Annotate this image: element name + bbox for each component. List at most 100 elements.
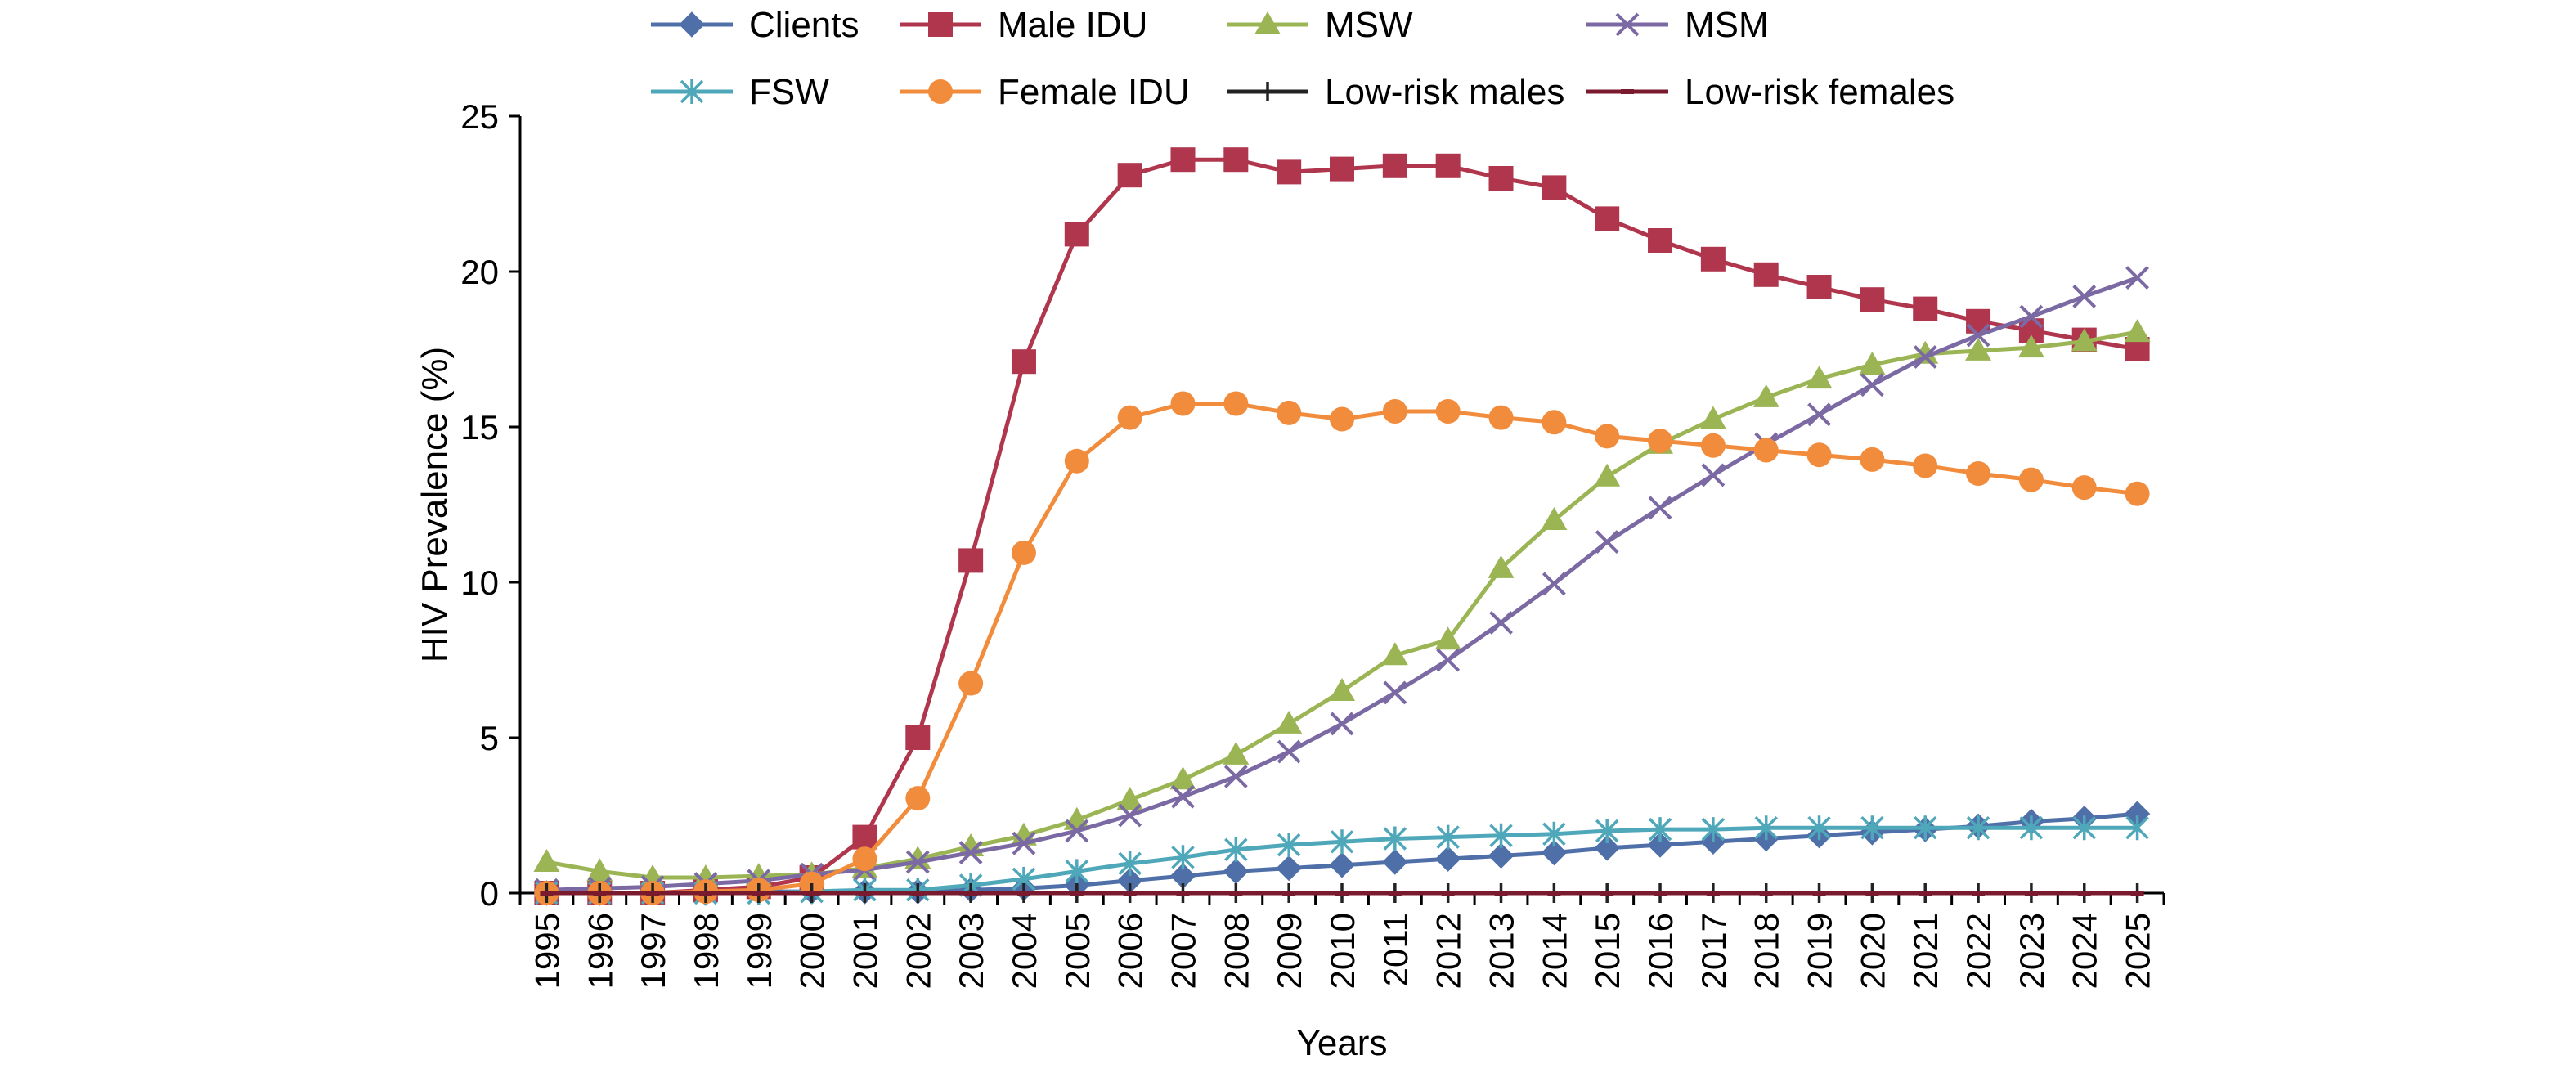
msm-point xyxy=(905,850,930,874)
series-low-risk-females xyxy=(540,891,2144,896)
y-tick-label: 20 xyxy=(460,253,499,291)
msw-point xyxy=(586,858,613,882)
clients-point xyxy=(1329,852,1355,878)
msm-point xyxy=(1595,530,1619,554)
low-risk-females-point xyxy=(1600,891,1614,896)
msw-point xyxy=(533,849,560,872)
x-tick-label: 2015 xyxy=(1588,913,1627,989)
low-risk-females-point xyxy=(1654,891,1667,896)
x-tick-label: 2013 xyxy=(1483,913,1521,989)
msw-point xyxy=(1965,337,1992,361)
low-risk-females-point xyxy=(911,891,925,896)
msw-point xyxy=(1010,822,1037,846)
male-idu-point xyxy=(1966,308,1991,334)
low-risk-females-point xyxy=(964,891,978,896)
low-risk-females-point xyxy=(1919,891,1932,896)
x-axis-title: Years xyxy=(1297,1023,1388,1063)
low-risk-females-point xyxy=(1441,891,1455,896)
fsw-point xyxy=(1171,845,1195,870)
clients-point xyxy=(1488,842,1515,869)
legend-item-female-idu: Female IDU xyxy=(900,72,1190,112)
male-idu-point xyxy=(1223,147,1249,173)
x-tick-label: 2005 xyxy=(1058,913,1097,989)
msw-point xyxy=(1276,710,1303,734)
msw-point xyxy=(1116,787,1143,810)
female-idu-point xyxy=(1117,405,1142,430)
male-idu-point xyxy=(958,548,984,573)
msm-point xyxy=(1118,803,1142,828)
legend: Clients Male IDU MSW MSM FSW Female IDU Low-ri… xyxy=(651,5,1954,112)
legend-item-low-risk-females: Low-risk females xyxy=(1586,72,1954,112)
msw-point xyxy=(2017,334,2044,358)
female-idu-point xyxy=(1913,453,1938,478)
female-idu-point xyxy=(1648,429,1673,454)
x-tick-label: 2003 xyxy=(952,913,990,989)
fsw-point xyxy=(1065,859,1089,884)
male-idu-point xyxy=(1595,206,1620,231)
female-idu-point xyxy=(2071,475,2097,501)
x-tick-label: 2011 xyxy=(1376,913,1415,986)
female-idu-point xyxy=(1170,391,1196,416)
female-idu-point xyxy=(2125,481,2150,506)
low-risk-females-point xyxy=(1547,891,1561,896)
msw-point xyxy=(1488,554,1515,578)
female-idu-point xyxy=(852,846,877,872)
msm-point xyxy=(1489,610,1513,635)
x-tick-label: 2007 xyxy=(1164,913,1202,989)
x-tick-label: 2009 xyxy=(1270,913,1308,989)
x-tick-label: 2002 xyxy=(899,913,937,989)
x-tick-label: 2023 xyxy=(2013,913,2051,989)
fsw-point xyxy=(1383,826,1407,851)
male-idu-point xyxy=(1330,156,1354,182)
female-idu-point xyxy=(1806,442,1832,468)
female-idu-line xyxy=(546,402,2138,896)
legend-low-risk-females-point xyxy=(1621,89,1634,94)
legend-item-male-idu: Male IDU xyxy=(900,5,1147,45)
legend-item-fsw: FSW xyxy=(651,72,829,112)
low-risk-females-point xyxy=(1229,891,1243,896)
x-tick-label: 1995 xyxy=(527,913,566,989)
low-risk-females-point xyxy=(2130,891,2144,896)
male-idu-point xyxy=(1913,296,1938,321)
male-idu-line xyxy=(546,157,2138,896)
female-idu-point xyxy=(1330,406,1354,432)
msm-point xyxy=(958,841,983,865)
low-risk-females-point xyxy=(1070,891,1084,896)
fsw-point xyxy=(1118,851,1142,876)
fsw-point xyxy=(1436,824,1460,850)
low-risk-females-point xyxy=(1282,891,1296,896)
x-tick-label: 2019 xyxy=(1801,913,1839,989)
legend-label: Male IDU xyxy=(998,5,1147,45)
msm-point xyxy=(1648,496,1672,520)
x-tick-label: 1997 xyxy=(634,913,672,989)
x-tick-label: 2024 xyxy=(2066,913,2104,989)
x-tick-label: 2000 xyxy=(793,913,832,989)
x-tick-label: 2006 xyxy=(1111,913,1150,989)
clients-point xyxy=(1647,832,1673,858)
fsw-point xyxy=(1701,817,1726,842)
x-tick-label: 2014 xyxy=(1535,913,1573,989)
msm-point xyxy=(1383,680,1407,705)
x-tick-label: 2020 xyxy=(1853,913,1892,989)
fsw-point xyxy=(1807,815,1831,841)
low-risk-females-point xyxy=(1176,891,1190,896)
msm-point xyxy=(1701,463,1726,487)
x-tick-label: 2017 xyxy=(1694,913,1733,989)
male-idu-point xyxy=(1277,159,1302,185)
msw-point xyxy=(2124,319,2151,343)
x-tick-label: 1998 xyxy=(687,913,725,989)
female-idu-point xyxy=(1277,400,1302,425)
msm-point xyxy=(2125,266,2149,290)
x-tick-label: 2004 xyxy=(1005,913,1043,989)
x-tick-label: 2001 xyxy=(846,913,884,989)
msw-point xyxy=(1594,463,1621,487)
msw-point xyxy=(1434,626,1461,650)
male-idu-point xyxy=(1382,153,1407,178)
msw-point xyxy=(1859,352,1886,375)
female-idu-point xyxy=(1595,424,1620,449)
male-idu-point xyxy=(1860,287,1885,312)
low-risk-females-point xyxy=(1706,891,1720,896)
msm-point xyxy=(1860,373,1884,397)
